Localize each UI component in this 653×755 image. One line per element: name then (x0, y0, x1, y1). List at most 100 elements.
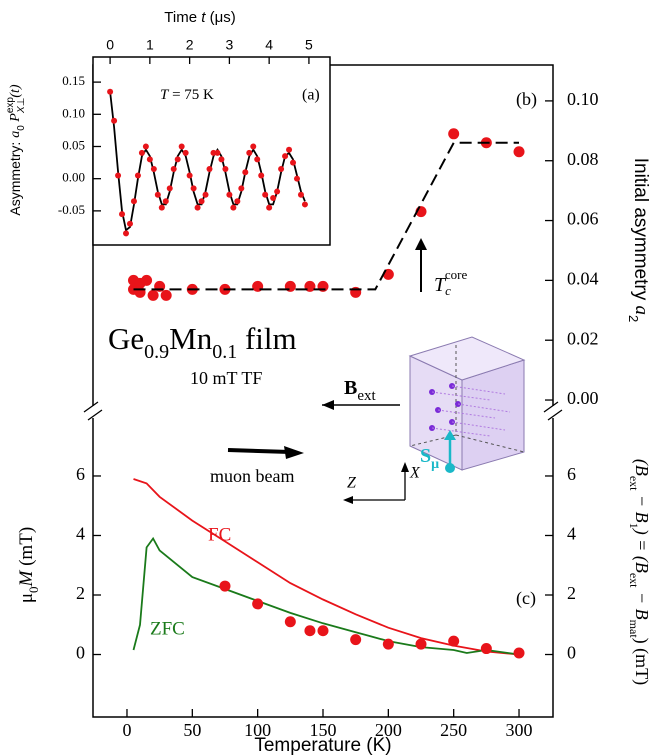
data-point (278, 166, 285, 173)
main-panels: 0.000.020.040.060.080.100 50 100 150 200 250 3… (76, 64, 599, 740)
data-point (282, 153, 289, 160)
x-axis-title: Temperature (K) (254, 735, 391, 755)
data-point (141, 274, 153, 286)
y-tick-label: 6 (76, 464, 85, 484)
x-tick-label: 1 (146, 37, 154, 53)
x-tick-label: 150 (310, 720, 337, 740)
data-point (214, 149, 221, 156)
series-label: FC (208, 524, 231, 545)
data-point (202, 191, 209, 198)
y-tick-label: 2 (76, 583, 85, 603)
data-point (154, 191, 161, 198)
data-point (250, 143, 257, 150)
y2-tick-label: 0 (567, 643, 576, 663)
x-tick-label: 0 (122, 720, 131, 740)
data-point (293, 175, 300, 182)
y-axis-title: μ0M (mT) (16, 527, 41, 603)
data-point (123, 230, 130, 237)
data-point (301, 201, 308, 208)
data-point (238, 185, 245, 192)
data-point (162, 198, 169, 205)
field-label: 10 mT TF (190, 368, 262, 388)
x-axis-title: Time t (μs) (164, 9, 235, 26)
y-axis-title: Asymmetry: a0 PexpX⊥(t) (5, 84, 28, 215)
panel-label: (c) (516, 588, 536, 609)
series-label: ZFC (150, 618, 185, 639)
axis-x-label: X (409, 465, 421, 482)
data-point (158, 204, 165, 211)
data-point (130, 198, 137, 205)
data-point (262, 191, 269, 198)
data-point (297, 191, 304, 198)
data-point (166, 185, 173, 192)
cylinder-lines (431, 385, 511, 437)
x-tick-label: 300 (506, 720, 533, 740)
arrow-head (343, 462, 409, 504)
data-point (174, 156, 181, 163)
x-tick-label: 3 (225, 37, 233, 53)
x-tick-label: 0 (106, 37, 114, 53)
data-point (415, 638, 427, 650)
bext-label: Bext (344, 377, 377, 405)
x-tick-label: 5 (305, 37, 313, 53)
x-tick-label: 200 (375, 720, 402, 740)
arrow-head (415, 238, 427, 250)
x-tick-label: 2 (186, 37, 194, 53)
x-tick-label: 250 (440, 720, 467, 740)
cylinders (429, 383, 461, 431)
data-point (150, 166, 157, 173)
series-line (133, 141, 519, 291)
break-gap (548, 406, 558, 418)
y-tick-label: 0.00 (567, 388, 599, 408)
break-gap (88, 406, 98, 418)
data-point (284, 616, 296, 628)
annotations: Ge0.9Mn0.1 film 10 mT TF Bext muon beam … (16, 89, 652, 755)
data-point (513, 647, 525, 659)
data-point (304, 625, 316, 637)
y-tick-label: 0.05 (62, 137, 85, 152)
data-point (270, 195, 277, 201)
data-point (258, 172, 265, 179)
data-point (186, 172, 193, 179)
inset: Time t (μs) Asymmetry: a0 PexpX⊥(t) T = … (5, 9, 331, 246)
data-point (222, 166, 229, 173)
data-point (448, 128, 460, 140)
data-point (182, 149, 189, 156)
data-point (142, 143, 149, 150)
data-point (274, 188, 281, 195)
y-tick-label: 0.08 (567, 149, 599, 169)
data-point (194, 204, 201, 211)
data-point (254, 156, 261, 163)
data-point (290, 159, 297, 166)
data-point (382, 638, 394, 650)
diagram (227, 238, 526, 504)
y-tick-label: -0.05 (58, 202, 85, 217)
y-tick-label: 0.04 (567, 269, 599, 289)
data-point (266, 204, 273, 211)
data-point (448, 635, 460, 647)
panel-label: (a) (302, 87, 320, 104)
y2-tick-label: 4 (567, 524, 576, 544)
data-point (480, 643, 492, 655)
beam-arrow (227, 448, 291, 454)
data-point (146, 156, 153, 163)
series-line (133, 478, 520, 656)
y2-tick-label: 6 (567, 464, 576, 484)
data-point (107, 88, 114, 95)
data-point (198, 198, 205, 205)
data-point (178, 143, 185, 150)
data-point (246, 149, 253, 156)
x-tick-label: 50 (183, 720, 201, 740)
axis-z-label: Z (347, 475, 357, 492)
data-point (513, 146, 525, 158)
data-point (126, 220, 133, 227)
data-point (242, 169, 249, 176)
y-tick-label: 0.00 (62, 170, 85, 185)
arrow-head (444, 430, 456, 440)
beam-label: muon beam (210, 466, 294, 486)
x-tick-label: 4 (265, 37, 273, 53)
data-point (138, 149, 145, 156)
series-line (132, 536, 520, 656)
data-point (219, 580, 231, 592)
y-tick-label: 0.15 (62, 73, 85, 88)
